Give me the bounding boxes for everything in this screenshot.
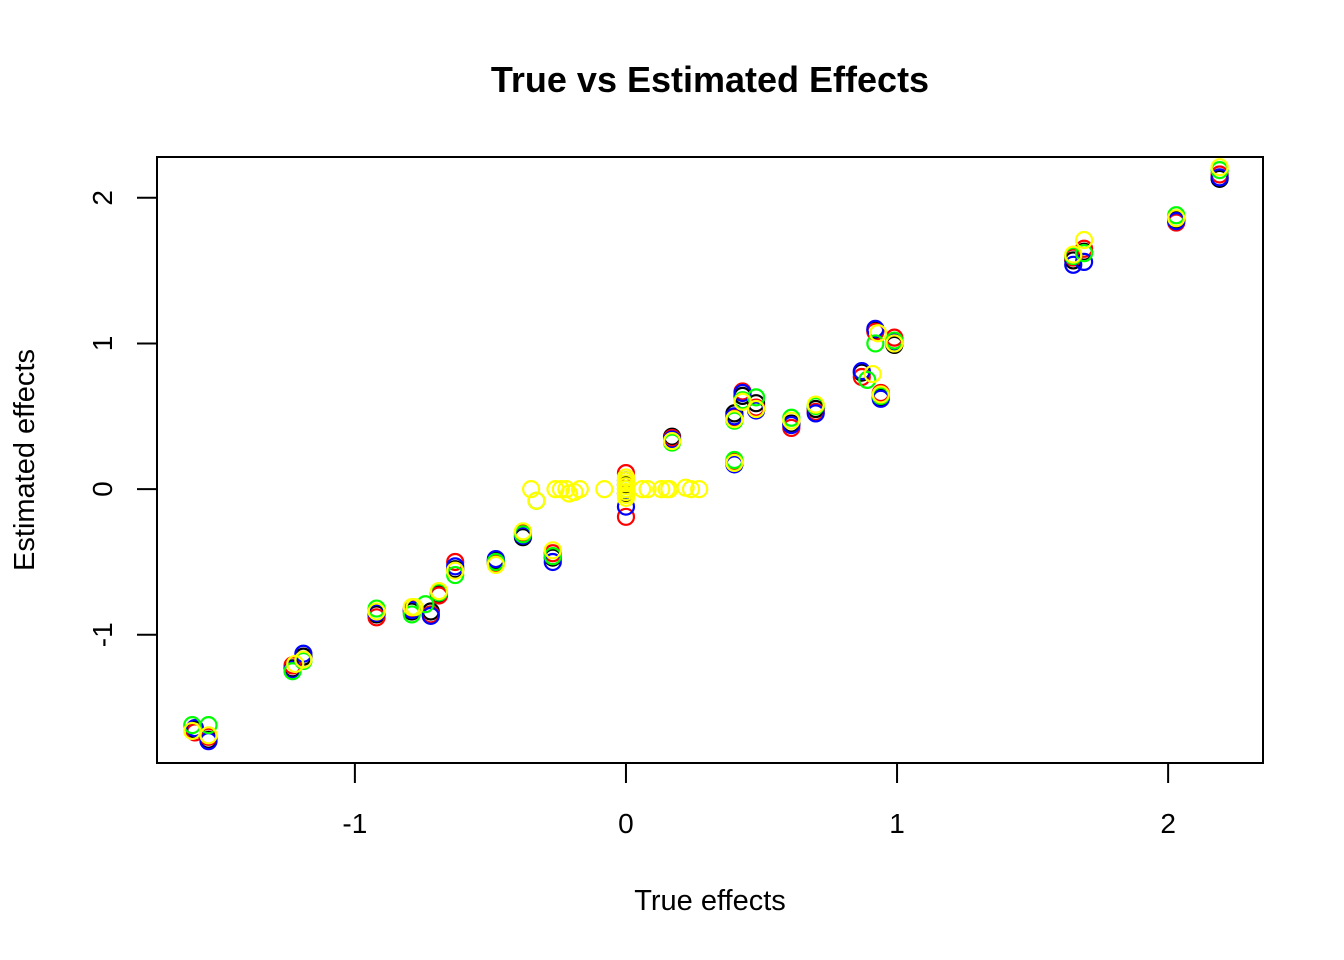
data-point (868, 324, 888, 343)
data-point (746, 394, 766, 413)
data-point (616, 507, 636, 526)
data-point (885, 334, 904, 353)
data-point (543, 547, 562, 566)
data-point (1074, 244, 1094, 263)
data-point (446, 552, 465, 572)
data-point (725, 453, 744, 473)
data-point (806, 395, 825, 414)
data-point (690, 480, 709, 499)
x-axis-label: True effects (634, 885, 786, 917)
data-point (199, 716, 218, 735)
data-point (866, 319, 885, 338)
data-point (866, 334, 885, 353)
y-tick-label: 0 (87, 481, 118, 497)
data-point (652, 480, 671, 499)
data-point (725, 410, 744, 429)
data-point (852, 362, 871, 381)
data-point (446, 565, 465, 585)
y-axis: -1 0 1 2 (87, 190, 158, 647)
data-point (421, 606, 440, 625)
data-point (858, 370, 877, 389)
y-tick-label: 1 (87, 336, 118, 352)
data-point (527, 491, 546, 510)
data-point (513, 522, 533, 541)
data-point (638, 480, 657, 499)
data-point (185, 718, 205, 738)
data-point (543, 541, 562, 560)
plot-frame (156, 156, 1264, 764)
data-points (183, 158, 1229, 751)
data-point (486, 555, 505, 574)
data-point (367, 608, 386, 627)
data-point (1064, 255, 1083, 274)
data-point (662, 431, 682, 451)
data-point (782, 415, 801, 435)
y-tick-label: 2 (87, 190, 118, 206)
x-tick-label: 0 (618, 808, 634, 839)
x-tick-label: -1 (342, 808, 367, 839)
data-point (416, 595, 435, 614)
data-point (871, 385, 890, 404)
data-point (1167, 209, 1186, 228)
data-point (367, 602, 386, 621)
series-group (183, 158, 1229, 745)
data-point (681, 480, 701, 499)
data-point (199, 726, 218, 745)
data-point (616, 488, 636, 507)
data-point (746, 399, 766, 419)
data-point (806, 404, 825, 423)
data-point (521, 480, 541, 499)
y-tick-label: -1 (87, 622, 118, 647)
data-point (1074, 230, 1094, 250)
data-point (543, 552, 562, 572)
x-tick-label: 1 (889, 808, 905, 839)
data-point (1210, 168, 1229, 187)
data-point (570, 480, 589, 499)
data-point (616, 497, 636, 516)
data-point (183, 721, 202, 741)
data-point (595, 480, 614, 499)
data-point (294, 650, 313, 669)
data-point (405, 598, 424, 617)
data-point (557, 480, 576, 499)
data-point (446, 557, 465, 576)
data-point (1064, 245, 1083, 264)
data-point (429, 582, 449, 601)
data-point (863, 364, 882, 384)
data-point (633, 480, 652, 499)
data-point (1210, 158, 1229, 177)
x-tick-label: 2 (1160, 808, 1176, 839)
x-axis: -1 0 1 2 (342, 762, 1176, 839)
chart-title: True vs Estimated Effects (491, 59, 929, 100)
data-point (782, 411, 801, 430)
data-point (446, 561, 465, 580)
data-point (733, 392, 752, 411)
y-axis-label: Estimated effects (9, 349, 41, 571)
series-group (185, 168, 1229, 751)
